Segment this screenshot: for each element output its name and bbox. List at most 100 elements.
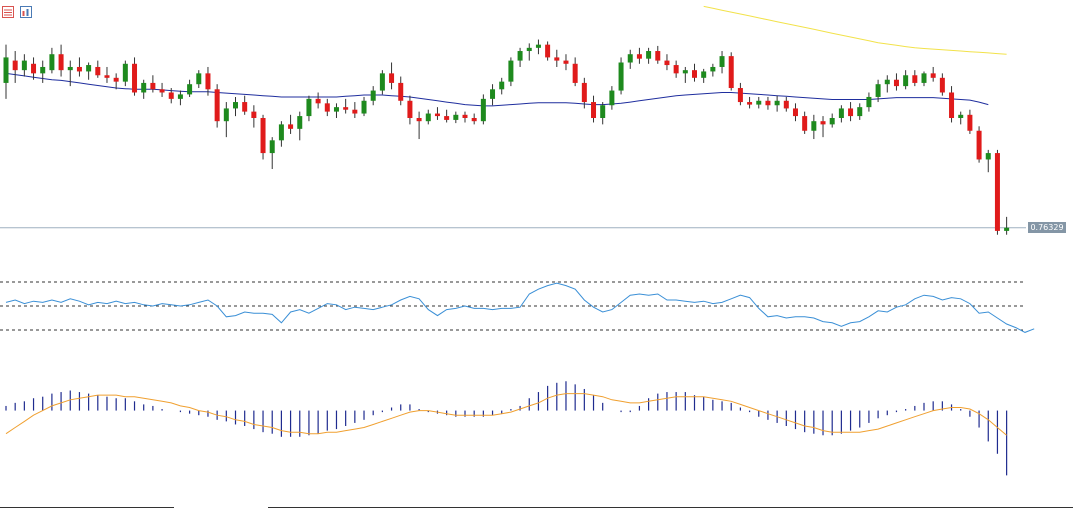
candle-body-bull bbox=[875, 84, 881, 97]
candle bbox=[324, 98, 330, 117]
candle bbox=[67, 60, 73, 87]
candle-body-bull bbox=[86, 65, 92, 72]
candle-body-bull bbox=[646, 51, 652, 59]
candle-body-bear bbox=[168, 92, 174, 99]
candle bbox=[535, 39, 541, 55]
candle-body-bear bbox=[150, 82, 156, 90]
candle bbox=[728, 52, 734, 91]
candle bbox=[425, 109, 431, 125]
candle-body-bear bbox=[848, 108, 854, 117]
candle-body-bear bbox=[554, 57, 560, 61]
candle-body-bull bbox=[67, 66, 73, 71]
footer-rule-right bbox=[268, 507, 1073, 508]
candle bbox=[352, 102, 358, 118]
candle bbox=[95, 60, 101, 78]
candle-body-bear bbox=[12, 60, 18, 71]
candle-body-bear bbox=[792, 108, 798, 117]
candle bbox=[343, 98, 349, 114]
candle bbox=[58, 44, 64, 77]
candle bbox=[168, 88, 174, 104]
candle bbox=[288, 114, 294, 134]
candle-body-bull bbox=[838, 108, 844, 118]
candle bbox=[636, 47, 642, 64]
calendar-chart-icon[interactable] bbox=[20, 6, 32, 18]
candle bbox=[333, 103, 339, 118]
current-price-label: 0.76329 bbox=[1028, 222, 1066, 234]
candle bbox=[517, 47, 523, 67]
candle bbox=[838, 105, 844, 123]
candle-body-bear bbox=[545, 44, 551, 58]
candle bbox=[526, 43, 532, 61]
candle-body-bear bbox=[737, 88, 743, 103]
candle bbox=[214, 84, 220, 128]
candle-body-bull bbox=[480, 98, 486, 122]
candle-body-bull bbox=[866, 96, 872, 108]
candle bbox=[893, 73, 899, 91]
candle bbox=[499, 77, 505, 95]
candle bbox=[600, 102, 606, 125]
moving-average-blue bbox=[5, 72, 989, 107]
candle-body-bull bbox=[187, 84, 193, 95]
candle bbox=[875, 79, 881, 103]
candle-body-bear bbox=[994, 153, 1000, 231]
candle-body-bull bbox=[333, 107, 339, 112]
candle bbox=[242, 95, 248, 115]
candle bbox=[379, 70, 385, 95]
candle bbox=[462, 111, 468, 123]
candle bbox=[141, 79, 147, 99]
table-icon[interactable] bbox=[2, 6, 14, 18]
candle bbox=[251, 105, 257, 128]
candle bbox=[747, 96, 753, 109]
candle-body-bull bbox=[609, 90, 615, 106]
candle bbox=[278, 121, 284, 147]
candle-body-bear bbox=[324, 103, 330, 112]
signal-line bbox=[5, 393, 1007, 436]
candle bbox=[857, 103, 863, 120]
candle-body-bear bbox=[939, 77, 945, 93]
candle-body-bull bbox=[958, 114, 964, 118]
candle bbox=[921, 71, 927, 87]
candle bbox=[985, 149, 991, 173]
candle-body-bull bbox=[1004, 227, 1010, 231]
candle-body-bear bbox=[893, 79, 899, 87]
candle bbox=[820, 116, 826, 138]
candle-body-bear bbox=[315, 98, 321, 104]
candle-body-bull bbox=[682, 70, 688, 74]
candle-body-bull bbox=[627, 54, 633, 63]
candle-body-bull bbox=[379, 73, 385, 91]
candle bbox=[783, 96, 789, 112]
candle bbox=[664, 54, 670, 71]
candle-body-bull bbox=[141, 82, 147, 93]
candle bbox=[765, 96, 771, 110]
candle-body-bear bbox=[389, 73, 395, 83]
candle-body-bull bbox=[719, 56, 725, 67]
candle bbox=[802, 111, 808, 134]
candle bbox=[884, 75, 890, 93]
candle-body-bear bbox=[949, 92, 955, 118]
candle bbox=[903, 70, 909, 90]
candle-body-bull bbox=[49, 54, 55, 71]
price-panel bbox=[0, 5, 1026, 235]
candle bbox=[297, 111, 303, 141]
rsi-line bbox=[5, 282, 1035, 333]
candle-body-bear bbox=[95, 66, 101, 76]
candle-body-bear bbox=[976, 130, 982, 160]
candle bbox=[444, 109, 450, 123]
candle-body-bull bbox=[526, 47, 532, 52]
candle bbox=[701, 68, 707, 83]
candle-body-bear bbox=[214, 89, 220, 122]
candle-body-bull bbox=[196, 73, 202, 85]
candle-body-bear bbox=[765, 100, 771, 106]
candle-body-bull bbox=[508, 60, 514, 82]
candle-body-bull bbox=[278, 124, 284, 141]
candle bbox=[572, 57, 578, 87]
candle bbox=[719, 51, 725, 74]
macd-panel bbox=[5, 381, 1008, 476]
candle-body-bull bbox=[618, 62, 624, 91]
rsi-panel bbox=[0, 281, 1035, 333]
candle bbox=[196, 70, 202, 89]
candle bbox=[673, 60, 679, 78]
candle bbox=[306, 95, 312, 122]
candle bbox=[581, 77, 587, 109]
candle bbox=[737, 82, 743, 106]
